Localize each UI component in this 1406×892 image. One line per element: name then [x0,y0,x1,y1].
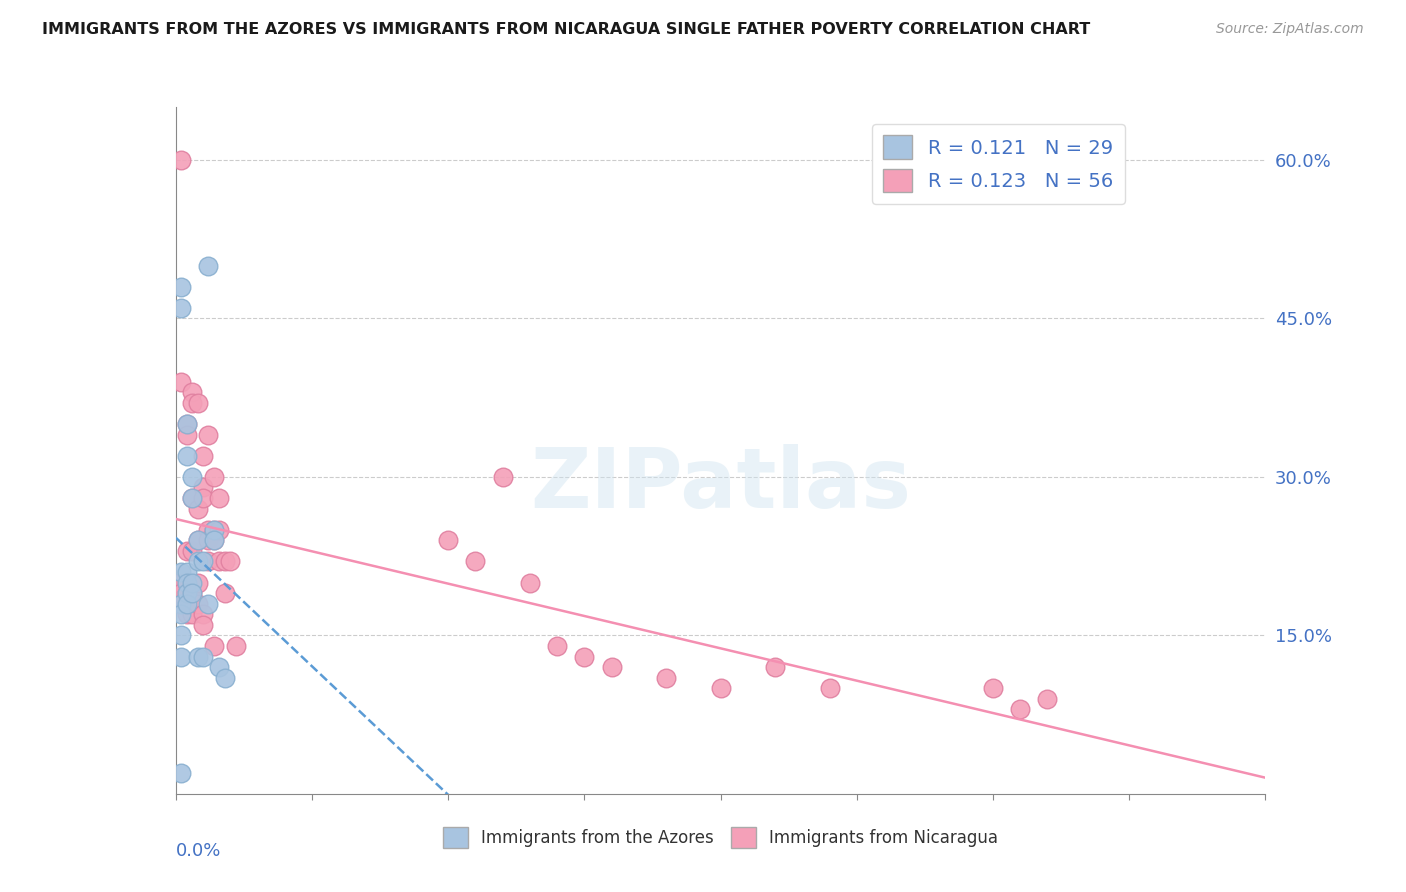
Point [191,491,214,505]
Point [176,449,198,463]
Point [763,660,786,674]
Point [202,523,225,537]
Point [492,470,515,484]
Point [186,597,209,611]
Point [202,533,225,548]
Point [181,470,204,484]
Point [214,671,236,685]
Point [818,681,841,696]
Point [186,554,209,568]
Point [197,259,219,273]
Point [170,575,193,590]
Point [176,597,198,611]
Point [170,597,193,611]
Point [181,491,204,505]
Point [437,533,460,548]
Point [181,544,204,558]
Point [208,554,231,568]
Point [197,554,219,568]
Point [176,575,198,590]
Point [186,533,209,548]
Point [170,649,193,664]
Point [191,554,214,568]
Point [170,597,193,611]
Point [186,649,209,664]
Point [191,449,214,463]
Point [546,639,568,653]
Point [519,575,541,590]
Point [176,586,198,600]
Point [170,279,193,293]
Point [176,417,198,431]
Point [176,427,198,442]
Point [170,301,193,315]
Point [655,671,678,685]
Point [197,533,219,548]
Point [181,586,204,600]
Point [181,396,204,410]
Point [186,501,209,516]
Point [186,396,209,410]
Point [202,470,225,484]
Text: 0.0%: 0.0% [176,842,221,860]
Point [181,575,204,590]
Point [181,607,204,622]
Text: IMMIGRANTS FROM THE AZORES VS IMMIGRANTS FROM NICARAGUA SINGLE FATHER POVERTY CO: IMMIGRANTS FROM THE AZORES VS IMMIGRANTS… [42,22,1091,37]
Point [170,607,193,622]
Point [191,617,214,632]
Point [191,649,214,664]
Point [202,639,225,653]
Point [170,628,193,642]
Point [1010,702,1032,716]
Point [181,491,204,505]
Point [176,575,198,590]
Point [170,586,193,600]
Point [176,544,198,558]
Point [197,523,219,537]
Point [981,681,1004,696]
Point [464,554,486,568]
Point [176,586,198,600]
Point [208,491,231,505]
Point [181,385,204,400]
Point [191,480,214,494]
Point [176,565,198,579]
Text: ZIPatlas: ZIPatlas [530,444,911,525]
Point [191,607,214,622]
Text: Source: ZipAtlas.com: Source: ZipAtlas.com [1216,22,1364,37]
Point [186,533,209,548]
Point [176,607,198,622]
Point [170,765,193,780]
Point [202,533,225,548]
Point [202,523,225,537]
Point [225,639,247,653]
Point [181,586,204,600]
Point [574,649,596,664]
Point [170,153,193,167]
Legend: Immigrants from the Azores, Immigrants from Nicaragua: Immigrants from the Azores, Immigrants f… [436,821,1005,855]
Point [197,597,219,611]
Point [197,427,219,442]
Point [176,417,198,431]
Point [600,660,623,674]
Point [214,554,236,568]
Point [170,375,193,389]
Point [186,575,209,590]
Point [170,565,193,579]
Point [710,681,733,696]
Point [1036,691,1059,706]
Point [208,660,231,674]
Point [208,523,231,537]
Point [214,586,236,600]
Point [219,554,242,568]
